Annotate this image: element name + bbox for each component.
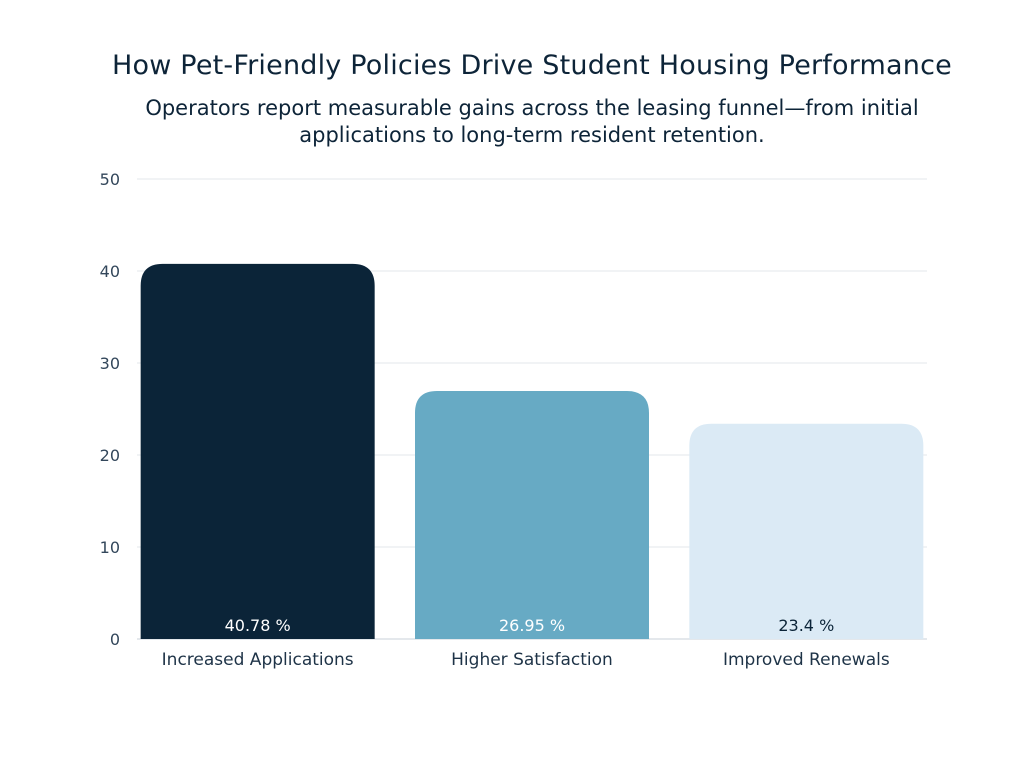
data-label: 23.4 % [778,616,834,635]
y-tick-label: 50 [100,170,120,189]
x-tick-label: Higher Satisfaction [451,650,613,670]
x-tick-label: Improved Renewals [723,650,890,670]
chart-subtitle: Operators report measurable gains across… [145,96,919,147]
y-tick-label: 0 [110,630,120,649]
x-tick-label: Increased Applications [162,650,354,670]
data-label: 40.78 % [225,616,291,635]
y-tick-label: 10 [100,538,120,557]
chart-title: How Pet-Friendly Policies Drive Student … [112,50,952,81]
bar [415,391,649,639]
y-tick-label: 20 [100,446,120,465]
bar [689,423,924,639]
y-tick-label: 30 [100,354,120,373]
data-label: 26.95 % [499,616,565,635]
y-tick-label: 40 [100,262,120,281]
bar [140,263,375,639]
